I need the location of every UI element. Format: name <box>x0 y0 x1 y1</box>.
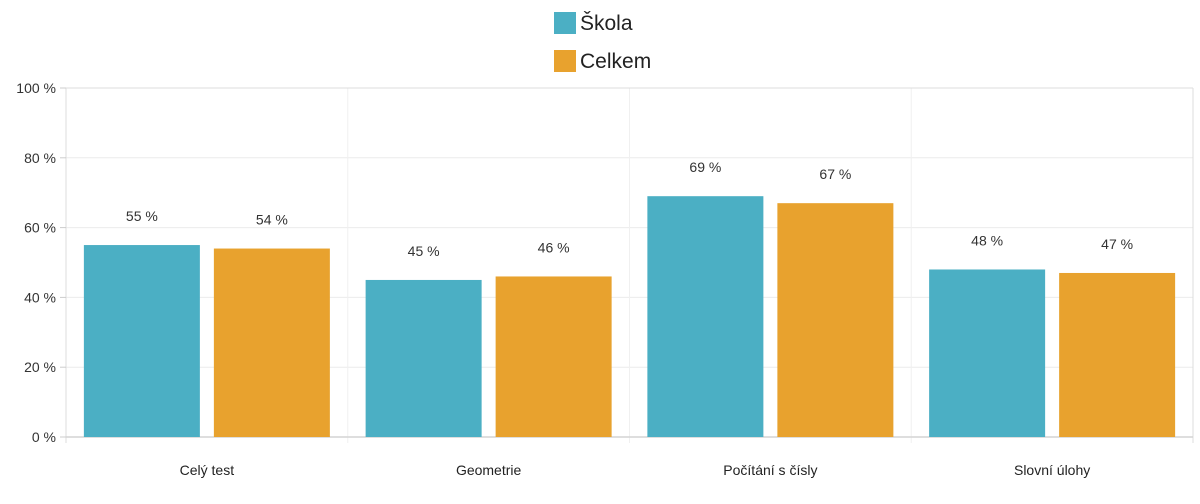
x-axis: Celý test Geometrie Počítání s čísly Slovní… <box>180 462 1091 478</box>
x-category-label: Celý test <box>180 462 235 478</box>
bar-skola-2[interactable] <box>365 279 482 437</box>
y-tick-label: 40 % <box>24 289 56 305</box>
bar-skola-1[interactable] <box>83 245 200 437</box>
legend-label-2[interactable]: Celkem <box>580 50 651 73</box>
bar-celkem-4[interactable] <box>1059 272 1176 437</box>
y-tick-label: 20 % <box>24 359 56 375</box>
chart-legend: Škola Celkem <box>554 12 651 73</box>
bar-celkem-2[interactable] <box>495 276 612 437</box>
legend-label-1[interactable]: Škola <box>580 12 633 35</box>
bar-celkem-3[interactable] <box>777 203 894 437</box>
bars: 55 % 54 % 45 % 46 % 69 % 67 % 48 % 47 % <box>83 159 1176 437</box>
legend-swatch-2[interactable] <box>554 50 576 72</box>
bar-skola-4[interactable] <box>929 269 1046 437</box>
x-category-label: Geometrie <box>456 462 522 478</box>
data-label: 54 % <box>256 212 288 228</box>
bar-skola-3[interactable] <box>647 196 764 437</box>
y-tick-label: 80 % <box>24 150 56 166</box>
legend-swatch-1[interactable] <box>554 12 576 34</box>
data-label: 55 % <box>126 208 158 224</box>
data-label: 47 % <box>1101 236 1133 252</box>
y-tick-label: 100 % <box>16 80 56 96</box>
x-category-label: Počítání s čísly <box>723 462 817 478</box>
y-axis: 0 % 20 % 40 % 60 % 80 % 100 % <box>16 80 66 445</box>
x-category-label: Slovní úlohy <box>1014 462 1090 478</box>
y-tick-label: 0 % <box>32 429 56 445</box>
bar-celkem-1[interactable] <box>213 248 330 437</box>
data-label: 67 % <box>819 166 851 182</box>
data-label: 45 % <box>408 243 440 259</box>
data-label: 46 % <box>538 239 570 255</box>
data-label: 69 % <box>689 159 721 175</box>
y-tick-label: 60 % <box>24 220 56 236</box>
data-label: 48 % <box>971 232 1003 248</box>
